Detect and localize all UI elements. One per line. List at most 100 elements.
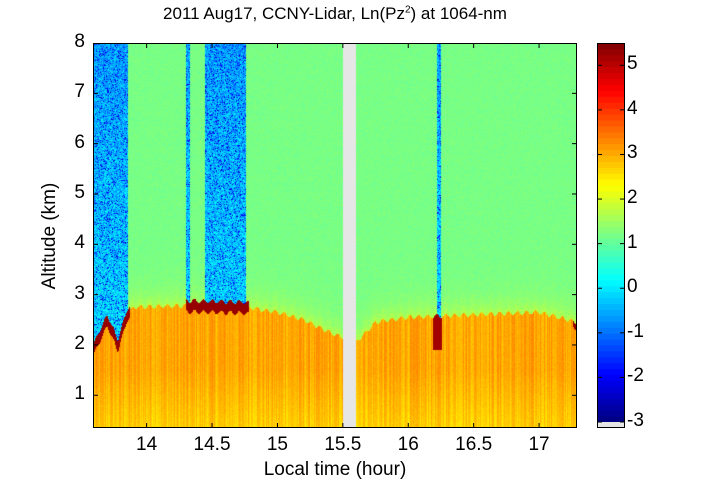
x-tick-label: 14.5 — [193, 434, 231, 455]
x-tick-label: 16 — [397, 434, 419, 455]
colorbar-segment — [597, 220, 625, 228]
colorbar-segment — [597, 191, 625, 198]
colorbar-segment — [597, 90, 625, 97]
y-tick-label: 2 — [74, 332, 85, 354]
colorbar-segment — [597, 303, 625, 310]
colorbar-segment — [597, 60, 625, 68]
colorbar-segment — [597, 202, 625, 210]
colorbar-tick-label: 5 — [627, 53, 638, 75]
colorbar-segment — [597, 149, 625, 157]
x-tick-label: 15 — [266, 434, 288, 455]
colorbar-tick-label: -1 — [627, 320, 644, 342]
colorbar-segment — [597, 291, 625, 299]
colorbar-segment — [597, 368, 625, 376]
colorbar-segment — [597, 386, 625, 393]
colorbar-segment — [597, 102, 625, 109]
colorbar-segment — [597, 108, 625, 115]
colorbar-segment — [597, 72, 625, 80]
x-tick-label: 14 — [136, 434, 158, 455]
colorbar-segment — [597, 232, 625, 239]
colorbar-no-data-segment — [597, 422, 625, 428]
y-tick-label: 1 — [74, 383, 85, 405]
colorbar-segment — [597, 268, 625, 275]
colorbar-segment — [597, 196, 625, 204]
colorbar-segment — [597, 238, 625, 245]
colorbar-segment — [597, 155, 625, 162]
axes-frame — [93, 43, 577, 428]
colorbar-segment — [597, 143, 625, 151]
colorbar-segment — [597, 321, 625, 328]
colorbar-segment — [597, 362, 625, 370]
y-tick-label: 8 — [74, 31, 85, 52]
colorbar-tick-label: 0 — [627, 276, 638, 298]
title-text-end: ) at 1064-nm — [410, 4, 507, 23]
colorbar-segment — [597, 350, 625, 358]
title-text: 2011 Aug17, CCNY-Lidar, Ln(Pz — [163, 4, 405, 23]
colorbar-segment — [597, 262, 625, 269]
colorbar-segment — [597, 54, 625, 62]
axes-box — [93, 43, 577, 428]
colorbar-tick-label: -3 — [627, 410, 644, 431]
colorbar-segment — [597, 226, 625, 233]
colorbar-segment — [597, 43, 625, 50]
colorbar-segment — [597, 309, 625, 316]
x-tick-label: 16.5 — [455, 434, 493, 455]
colorbar-segment — [597, 273, 625, 281]
colorbar-tick-label: 1 — [627, 231, 638, 253]
colorbar-segment — [597, 244, 625, 251]
colorbar-segment — [597, 333, 625, 340]
chart-title: 2011 Aug17, CCNY-Lidar, Ln(Pz2) at 1064-… — [93, 4, 577, 24]
colorbar-segment — [597, 119, 625, 127]
colorbar-segment — [597, 48, 625, 56]
colorbar-segment — [597, 173, 625, 180]
colorbar-tick-label: 4 — [627, 97, 638, 119]
title-superscript: 2 — [404, 4, 411, 16]
y-axis-label: Altitude (km) — [39, 182, 60, 290]
colorbar-segment — [597, 374, 625, 382]
y-tick-label: 5 — [74, 181, 85, 203]
colorbar-segment — [597, 256, 625, 263]
y-tick-label: 6 — [74, 131, 85, 153]
colorbar-segment — [597, 404, 625, 411]
colorbar-segment — [597, 78, 625, 85]
colorbar-frame — [597, 43, 625, 428]
y-tick-label: 4 — [74, 232, 85, 254]
colorbar-segment — [597, 356, 625, 364]
colorbar-segment — [597, 208, 625, 216]
colorbar-segment — [597, 167, 625, 174]
colorbar-segment — [597, 380, 625, 387]
colorbar-segment — [597, 214, 625, 222]
colorbar-segment — [597, 84, 625, 91]
colorbar — [597, 43, 625, 428]
colorbar-segment — [597, 96, 625, 103]
plot-area — [93, 43, 577, 428]
colorbar-segment — [597, 185, 625, 192]
colorbar-segment — [597, 398, 625, 405]
x-axis-label: Local time (hour) — [263, 459, 407, 480]
colorbar-segment — [597, 137, 625, 145]
colorbar-segment — [597, 161, 625, 168]
colorbar-segment — [597, 410, 625, 417]
colorbar-segment — [597, 297, 625, 305]
colorbar-segment — [597, 66, 625, 74]
colorbar-segment — [597, 179, 625, 186]
colorbar-segment — [597, 315, 625, 322]
y-tick-label: 3 — [74, 282, 85, 304]
colorbar-segment — [597, 131, 625, 139]
colorbar-tick-label: 3 — [627, 142, 638, 164]
colorbar-segment — [597, 279, 625, 287]
y-tick-label: 7 — [74, 81, 85, 103]
colorbar-segment — [597, 250, 625, 257]
colorbar-segment — [597, 416, 625, 423]
colorbar-segment — [597, 327, 625, 334]
colorbar-segment — [597, 125, 625, 133]
colorbar-segment — [597, 285, 625, 293]
colorbar-segment — [597, 339, 625, 346]
heatmap-image — [93, 43, 577, 428]
colorbar-tick-label: -2 — [627, 365, 644, 387]
colorbar-segment — [597, 345, 625, 352]
colorbar-tick-label: 2 — [627, 187, 638, 209]
colorbar-segment — [597, 392, 625, 399]
x-tick-label: 17 — [528, 434, 550, 455]
